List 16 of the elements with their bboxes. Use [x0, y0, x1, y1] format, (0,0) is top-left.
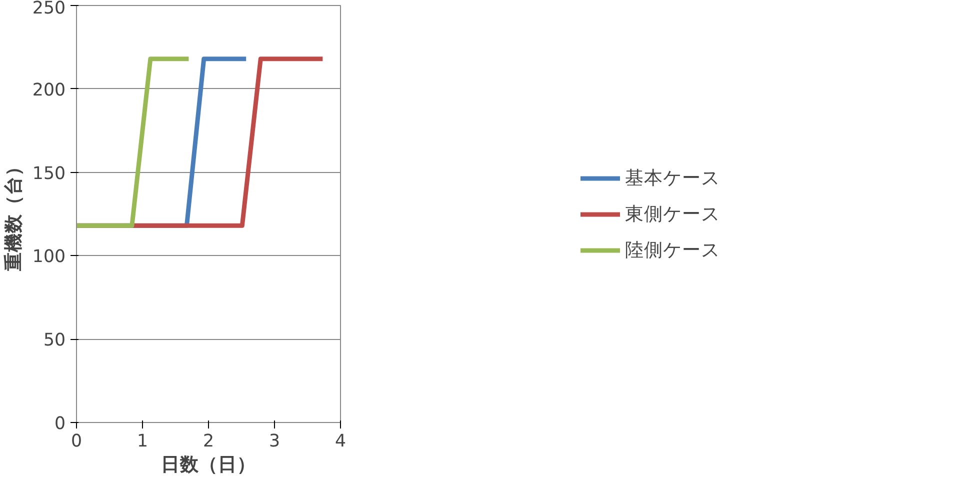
- x-axis-title: 日数（日）: [161, 454, 256, 476]
- y-tick-label: 100: [32, 247, 66, 268]
- legend-label: 陸側ケース: [625, 238, 720, 262]
- legend-label: 基本ケース: [625, 166, 720, 190]
- x-tick-label: 0: [70, 432, 82, 452]
- legend-label: 東側ケース: [625, 202, 720, 226]
- y-axis-title: 重機数（台）: [2, 157, 24, 272]
- x-tick-label: 3: [268, 432, 280, 452]
- y-tick-label: 250: [32, 0, 66, 18]
- x-tick-label: 1: [136, 432, 148, 452]
- y-tick-label: 50: [43, 330, 66, 351]
- y-tick-label: 150: [32, 164, 66, 184]
- x-tick-label: 4: [334, 432, 346, 452]
- y-tick-label: 200: [32, 80, 66, 100]
- x-tick-label: 2: [202, 432, 214, 452]
- y-tick-label: 0: [54, 414, 66, 434]
